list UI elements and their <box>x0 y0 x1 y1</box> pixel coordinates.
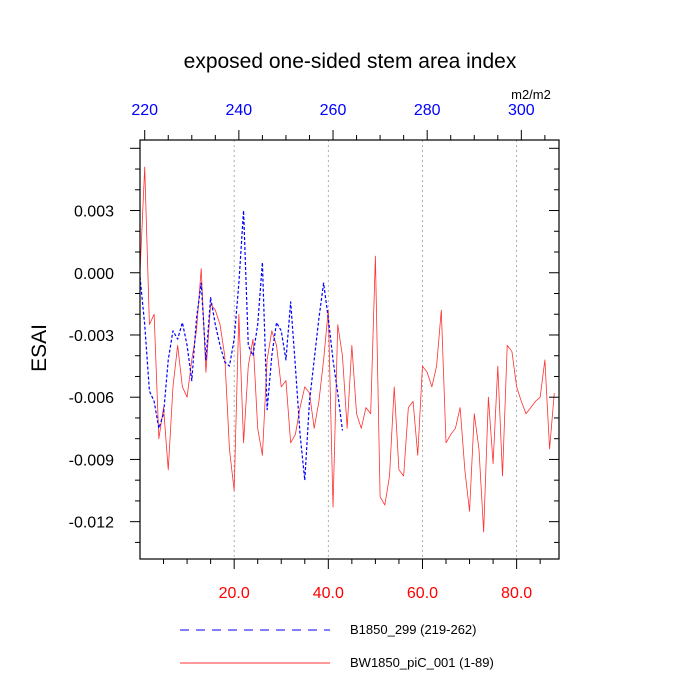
axis-ticks <box>130 130 559 569</box>
y-tick-label: 0.000 <box>74 266 114 283</box>
top-tick-label: 240 <box>226 102 253 119</box>
y-tick-label: -0.006 <box>69 390 114 407</box>
legend-label-bw1850: BW1850_piC_001 (1-89) <box>350 655 494 670</box>
x-tick-label: 20.0 <box>219 585 250 602</box>
y-tick-label: -0.012 <box>69 515 114 532</box>
units-label: m2/m2 <box>511 87 551 102</box>
top-tick-label: 220 <box>131 102 158 119</box>
top-tick-label: 280 <box>414 102 441 119</box>
chart-title: exposed one-sided stem area index <box>184 50 517 73</box>
top-tick-label: 260 <box>320 102 347 119</box>
x-tick-label: 60.0 <box>407 585 438 602</box>
tick-labels: 20.0 40.0 60.0 80.0 220 240 260 280 300 0.003 0.00… <box>69 102 535 602</box>
plot-frame <box>139 139 560 560</box>
series-layer <box>139 166 555 533</box>
x-tick-label: 40.0 <box>313 585 344 602</box>
y-tick-label: 0.003 <box>74 204 114 221</box>
y-tick-label: -0.003 <box>69 328 114 345</box>
top-tick-label: 300 <box>508 102 535 119</box>
x-tick-label: 80.0 <box>501 585 532 602</box>
y-axis-title: ESAI <box>28 324 51 372</box>
grid-lines <box>233 140 518 559</box>
series-line-bw1850 <box>139 166 555 533</box>
legend-label-b1850: B1850_299 (219-262) <box>350 622 477 637</box>
legend: B1850_299 (219-262) BW1850_piC_001 (1-89… <box>180 622 494 670</box>
series-line-b1850 <box>139 209 344 481</box>
y-tick-label: -0.009 <box>69 452 114 469</box>
